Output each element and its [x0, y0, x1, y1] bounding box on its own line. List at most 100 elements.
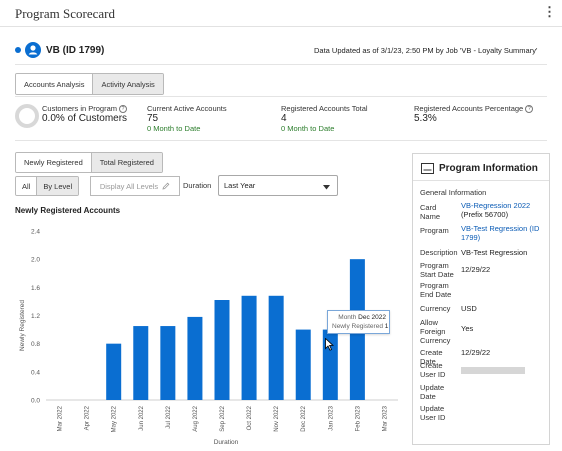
y-tick-label: 2.4 — [31, 229, 40, 236]
chart-tooltip: Month Dec 2022 Newly Registered 1 — [327, 310, 390, 334]
app-title: Program Scorecard — [15, 6, 115, 21]
x-tick-label: Mar 2023 — [382, 405, 388, 431]
program-name: VB (ID 1799) — [46, 45, 105, 56]
display-all-levels-label: Display All Levels — [99, 181, 159, 191]
x-tick-label: Apr 2022 — [85, 405, 91, 430]
chart-title: Newly Registered Accounts — [15, 206, 121, 215]
y-tick-label: 0.8 — [31, 341, 40, 348]
help-icon[interactable]: ? — [119, 105, 128, 113]
duration-select[interactable]: Last Year — [218, 175, 338, 196]
info-field-value-text: VB-Test Regression (ID 1799) — [461, 224, 540, 242]
chart-bar[interactable] — [160, 326, 176, 400]
metric-label: Registered Accounts Percentage — [414, 104, 524, 113]
toggle-all[interactable]: All — [16, 177, 37, 195]
metric-label: Current Active Accounts — [147, 104, 227, 113]
tooltip-label: Newly Registered — [332, 323, 383, 330]
x-tick-label: Mar 2022 — [58, 405, 64, 431]
metric-delta: 0 Month to Date — [281, 124, 335, 133]
info-field-value-extra: (Prefix 56700) — [461, 210, 509, 219]
analysis-tabs: Accounts Analysis Activity Analysis — [15, 73, 164, 95]
tab-newly-registered[interactable]: Newly Registered — [16, 153, 91, 172]
metric-label: Registered Accounts Total — [281, 104, 368, 113]
data-updated-text: Data Updated as of 3/1/23, 2:50 PM by Jo… — [314, 46, 538, 55]
status-dot — [15, 47, 21, 53]
info-field-label: Description — [420, 248, 458, 257]
x-tick-label: Aug 2022 — [193, 405, 199, 431]
x-tick-label: Feb 2023 — [355, 405, 361, 431]
info-field-label: Create User ID — [420, 361, 446, 379]
pencil-icon — [162, 182, 170, 190]
info-field-value[interactable]: VB-Regression 2022 (Prefix 56700) — [461, 201, 545, 219]
chart-bar[interactable] — [187, 316, 203, 400]
info-field-value-text: VB-Test Regression — [461, 248, 528, 257]
duration-label: Duration — [183, 181, 212, 190]
info-field-label: Currency — [420, 304, 451, 313]
info-field-label: Program End Date — [420, 281, 452, 299]
info-field-value: 12/29/22 — [461, 348, 545, 357]
y-tick-label: 2.0 — [31, 257, 40, 264]
info-field-value-text: 12/29/22 — [461, 265, 491, 274]
metric-registered-percentage: Registered Accounts Percentage? 5.3% — [414, 104, 534, 124]
help-icon[interactable]: ? — [525, 105, 534, 113]
metric-value: 5.3% — [414, 113, 437, 124]
y-axis-label: Newly Registered — [19, 300, 26, 351]
info-field-value-text: 12/29/22 — [461, 348, 491, 357]
x-tick-label: Jul 2022 — [166, 405, 172, 428]
info-field-label: Program — [420, 226, 449, 235]
caret-down-icon — [323, 183, 330, 192]
chart-bar[interactable] — [268, 295, 284, 400]
info-field-label: Create Date — [420, 348, 443, 366]
chart-bar[interactable] — [214, 300, 230, 400]
x-axis-label: Duration — [214, 439, 239, 446]
divider — [15, 64, 547, 65]
info-field-label: Program Start Date — [420, 261, 454, 279]
chart-bar[interactable] — [106, 343, 122, 400]
top-bar — [0, 0, 562, 27]
info-field-label: Allow Foreign Currency — [420, 318, 451, 345]
kebab-menu-icon[interactable]: ⋮ — [543, 4, 556, 19]
newly-registered-chart: 0.0 0.4 0.8 1.2 1.6 2.0 2.4 Mar 2022 Apr 2022 May… — [19, 229, 398, 446]
chart-bar[interactable] — [241, 295, 257, 400]
tab-total-registered[interactable]: Total Registered — [90, 153, 162, 172]
divider — [15, 140, 547, 141]
section-heading: General Information — [420, 188, 487, 197]
toggle-by-level[interactable]: By Level — [36, 177, 79, 195]
x-tick-label: Sep 2022 — [220, 405, 226, 431]
redacted-value — [461, 367, 525, 374]
tooltip-value: 1 — [384, 323, 389, 330]
info-field-value: 12/29/22 — [461, 265, 545, 274]
info-field-value[interactable]: VB-Test Regression (ID 1799) — [461, 224, 545, 242]
metric-delta: 0 Month to Date — [147, 124, 201, 133]
x-tick-label: Jan 2023 — [328, 405, 334, 430]
info-field-label: Update User ID — [420, 404, 446, 422]
display-all-levels-button[interactable]: Display All Levels — [90, 176, 180, 196]
metric-registered-total: Registered Accounts Total 4 0 Month to D… — [281, 104, 368, 133]
info-field-value-text: USD — [461, 304, 477, 313]
y-tick-label: 0.0 — [31, 398, 40, 405]
info-field-label: Card Name — [420, 203, 441, 221]
info-field-value-text: VB-Regression 2022 — [461, 201, 531, 210]
level-toggle: All By Level — [15, 176, 80, 196]
program-information-panel: Program Information General Information … — [412, 153, 550, 445]
metric-value: 4 — [281, 113, 287, 124]
x-tick-label: Nov 2022 — [274, 405, 280, 431]
duration-value: Last Year — [224, 181, 256, 190]
panel-title: Program Information — [439, 163, 538, 174]
tooltip-value: Dec 2022 — [358, 314, 386, 321]
metric-active-accounts: Current Active Accounts 75 0 Month to Da… — [147, 104, 227, 133]
chart-bar[interactable] — [133, 326, 149, 400]
chart-bar[interactable] — [295, 329, 311, 400]
metric-customers: Customers in Program? 0.0% of Customers — [42, 104, 127, 124]
y-tick-label: 1.2 — [31, 313, 40, 320]
divider — [413, 180, 549, 181]
metric-value: 75 — [147, 113, 159, 124]
divider — [15, 96, 547, 97]
y-tick-label: 1.6 — [31, 285, 40, 292]
person-icon — [25, 42, 41, 58]
info-field-value: VB-Test Regression — [461, 248, 545, 257]
tab-accounts-analysis[interactable]: Accounts Analysis — [16, 74, 93, 94]
x-tick-label: Jun 2022 — [139, 405, 145, 430]
tooltip-label: Month — [338, 314, 357, 321]
tab-activity-analysis[interactable]: Activity Analysis — [92, 74, 163, 94]
x-tick-label: May 2022 — [112, 405, 118, 432]
